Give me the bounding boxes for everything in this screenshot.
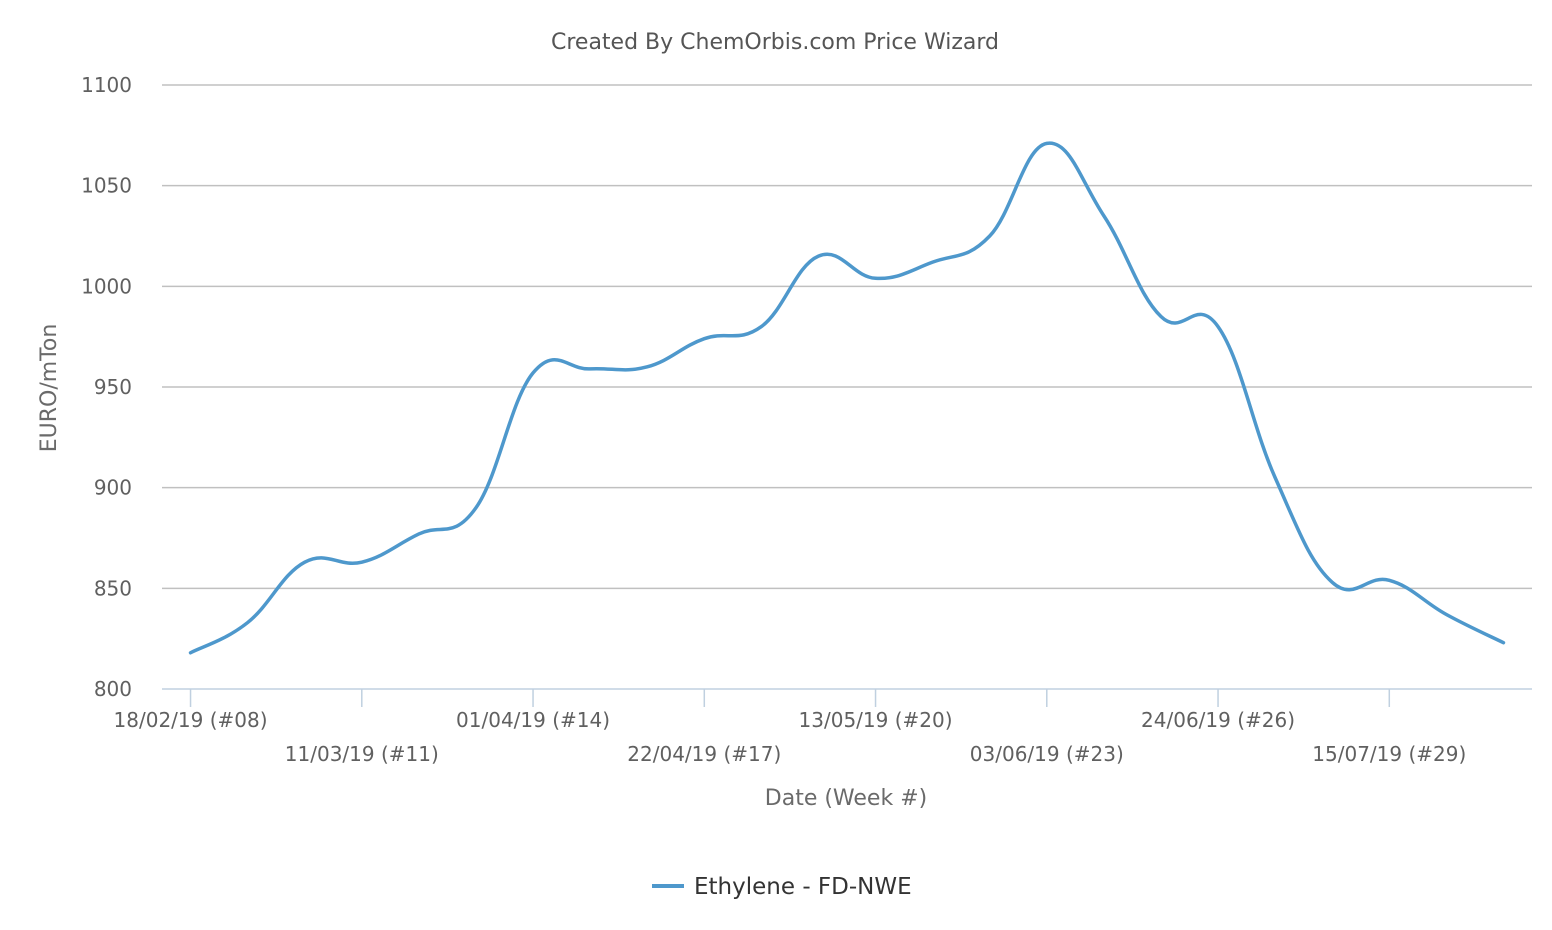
data-point[interactable] [986, 232, 994, 240]
legend[interactable]: Ethylene - FD-NWE [652, 874, 912, 900]
x-tick-label: 15/07/19 (#29) [1312, 742, 1466, 766]
x-tick-label: 03/06/19 (#23) [970, 742, 1124, 766]
y-tick-label: 850 [94, 576, 132, 600]
data-point[interactable] [244, 619, 252, 627]
chart-title: Created By ChemOrbis.com Price Wizard [551, 30, 999, 55]
data-point[interactable] [301, 558, 309, 566]
x-axis: 18/02/19 (#08) 11/03/19 (#11) 01/04/19 (#1… [114, 688, 1532, 766]
data-point[interactable] [358, 558, 366, 566]
x-tick-label: 24/06/19 (#26) [1141, 708, 1295, 732]
y-tick-label: 900 [94, 476, 132, 500]
data-point[interactable] [643, 363, 651, 371]
data-point[interactable] [700, 335, 708, 343]
y-tick-label: 1100 [81, 73, 132, 97]
data-point[interactable] [814, 252, 822, 260]
y-axis-ticks: 800 850 900 950 1000 1050 1100 [81, 73, 132, 701]
data-point[interactable] [586, 365, 594, 373]
data-point[interactable] [872, 274, 880, 282]
y-axis-title: EURO/mTon [37, 324, 62, 453]
x-tick-label: 18/02/19 (#08) [114, 708, 268, 732]
x-tick-label: 13/05/19 (#20) [799, 708, 953, 732]
legend-label-ethylene: Ethylene - FD-NWE [694, 874, 912, 900]
y-tick-label: 1050 [81, 174, 132, 198]
data-point[interactable] [1328, 578, 1336, 586]
x-tick-label: 11/03/19 (#11) [285, 742, 439, 766]
data-point[interactable] [929, 258, 937, 266]
data-point[interactable] [757, 323, 765, 331]
series-group [187, 139, 1507, 657]
data-point[interactable] [1043, 139, 1051, 147]
x-axis-title: Date (Week #) [765, 786, 927, 811]
data-point[interactable] [1499, 639, 1507, 647]
data-point[interactable] [1442, 611, 1450, 619]
data-point[interactable] [1157, 313, 1165, 321]
data-point[interactable] [1214, 323, 1222, 331]
data-point[interactable] [1100, 212, 1108, 220]
y-tick-label: 950 [94, 375, 132, 399]
data-point[interactable] [187, 649, 195, 657]
data-point[interactable] [1271, 474, 1279, 482]
grid-lines [162, 84, 1532, 590]
data-point[interactable] [472, 504, 480, 512]
data-point[interactable] [415, 530, 423, 538]
y-tick-label: 1000 [81, 274, 132, 298]
data-point[interactable] [1385, 576, 1393, 584]
x-tick-label: 22/04/19 (#17) [627, 742, 781, 766]
data-point[interactable] [529, 369, 537, 377]
x-tick-label: 01/04/19 (#14) [456, 708, 610, 732]
y-tick-label: 800 [94, 677, 132, 701]
series-line-ethylene[interactable] [188, 141, 1506, 655]
